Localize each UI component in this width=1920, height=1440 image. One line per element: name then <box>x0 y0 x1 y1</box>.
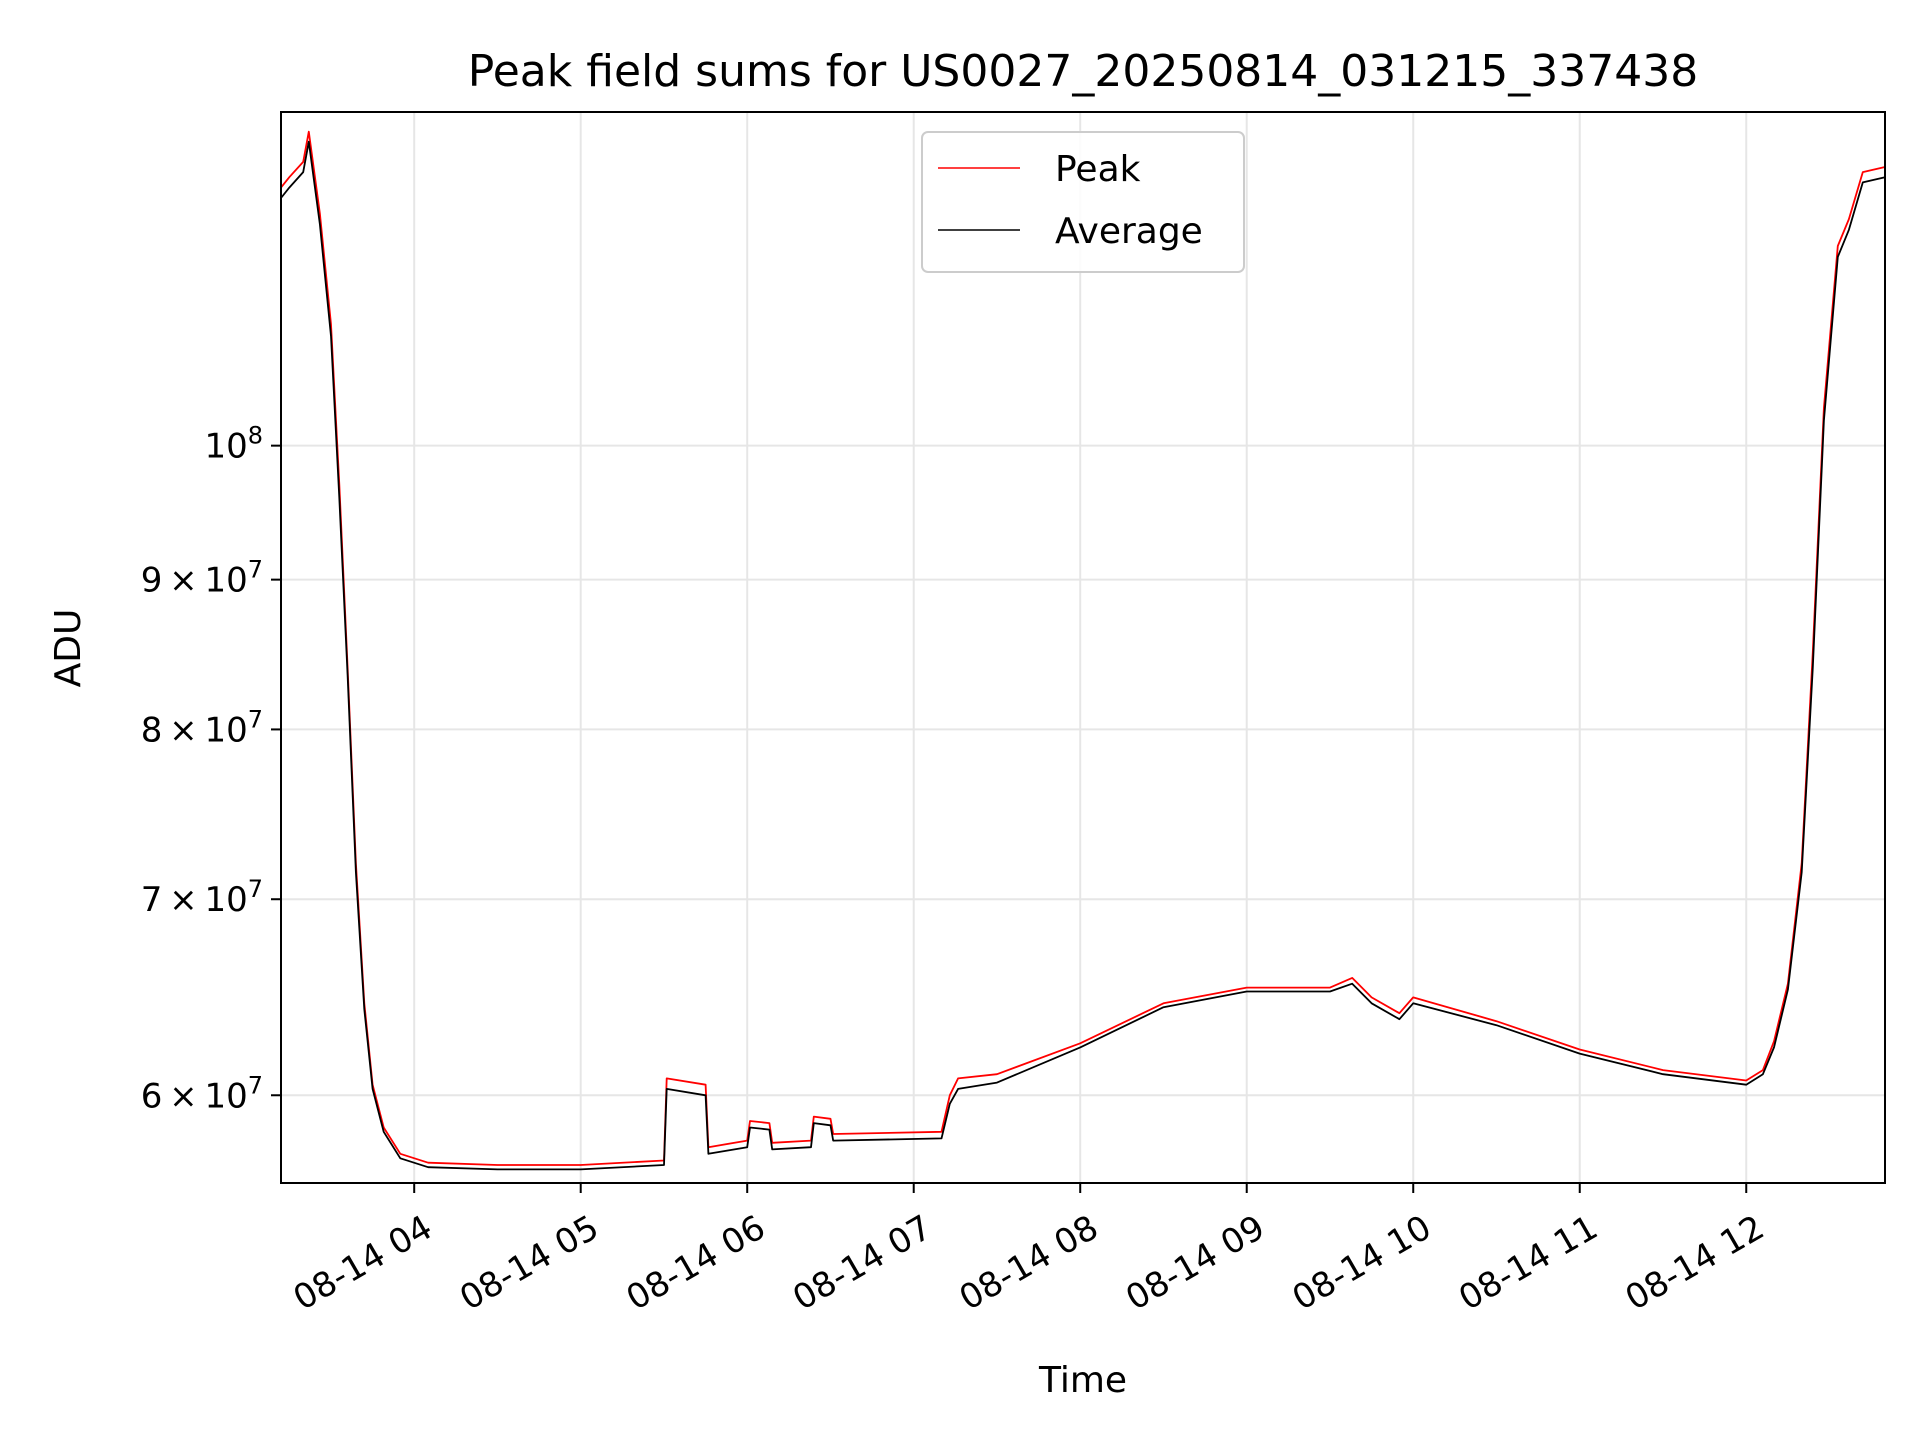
x-tick-label: 08-14 07 <box>786 1208 938 1319</box>
x-tick-label: 08-14 08 <box>953 1208 1105 1319</box>
x-tick-label: 08-14 05 <box>453 1208 605 1319</box>
x-tick-label: 08-14 11 <box>1452 1208 1604 1319</box>
legend-label-average: Average <box>1055 211 1203 252</box>
legend: Peak Average <box>921 131 1245 273</box>
x-tick-label: 08-14 10 <box>1286 1208 1438 1319</box>
y-tick-label: 9 × 107 <box>141 556 263 601</box>
legend-frame <box>921 131 1245 273</box>
series-line-peak <box>280 130 1886 1166</box>
x-tick-label: 08-14 04 <box>287 1208 439 1319</box>
series-line-average <box>280 140 1886 1171</box>
x-axis-title: Time <box>1038 1360 1127 1401</box>
x-tick-label: 08-14 09 <box>1119 1208 1271 1319</box>
y-tick-label: 8 × 107 <box>141 705 263 750</box>
x-tick-label: 08-14 12 <box>1619 1208 1771 1319</box>
plot-area <box>280 130 1886 1171</box>
y-tick-label: 108 <box>204 422 263 467</box>
plot-frame <box>280 111 1886 1184</box>
y-tick-label: 6 × 107 <box>141 1071 263 1116</box>
legend-label-peak: Peak <box>1055 149 1141 190</box>
x-axis: 08-14 04 08-14 05 08-14 06 08-14 07 08-14 08… <box>287 1183 1771 1319</box>
chart-title: Peak field sums for US0027_20250814_0312… <box>468 46 1698 97</box>
x-tick-label: 08-14 06 <box>620 1208 772 1319</box>
grid <box>281 112 1885 1183</box>
y-axis-title: ADU <box>48 609 89 688</box>
y-axis: 6 × 107 7 × 107 8 × 107 9 × 107 108 <box>141 422 281 1116</box>
y-tick-label: 7 × 107 <box>141 875 263 920</box>
